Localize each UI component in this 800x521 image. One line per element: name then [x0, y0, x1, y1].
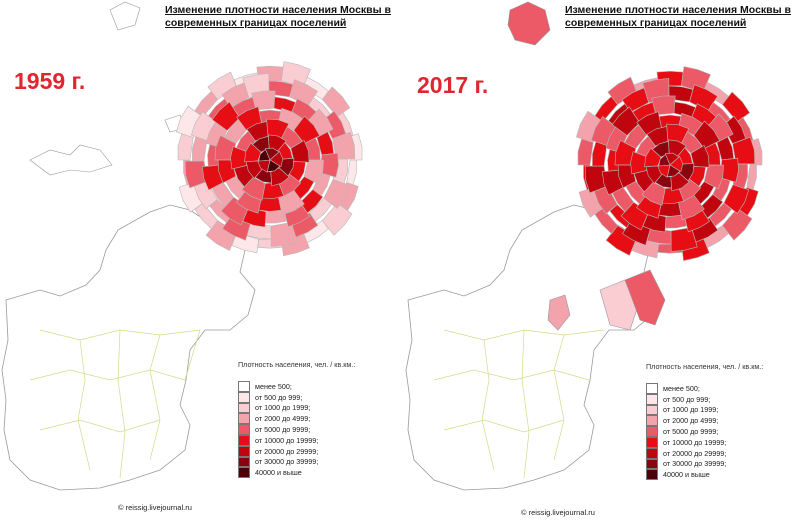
legend-label: от 500 до 999; — [255, 392, 303, 402]
legend-swatch — [646, 436, 658, 448]
district-area — [251, 90, 276, 111]
district-area — [667, 164, 681, 177]
legend-label: от 2000 до 4999; — [663, 416, 719, 426]
legend-swatch — [646, 426, 658, 437]
moscow-city-districts — [176, 61, 363, 257]
legend-swatch — [238, 467, 250, 479]
legend-title: Плотность населения, чел. / кв.км.: — [238, 360, 356, 369]
legend-label: от 10000 до 19999; — [255, 435, 319, 445]
legend-item: менее 500; — [646, 383, 800, 394]
legend-label: от 2000 до 4999; — [255, 414, 311, 424]
district-area — [670, 172, 690, 192]
district-area — [293, 176, 315, 200]
legend-swatch — [238, 434, 250, 446]
year-label: 1959 г. — [14, 68, 86, 94]
density-map-2017 — [405, 1, 763, 491]
new-moscow-outline — [1, 204, 256, 491]
legend-label: менее 500; — [663, 383, 700, 393]
district-area — [192, 136, 208, 162]
legend-label: от 1000 до 1999; — [663, 405, 719, 415]
legend-label: от 5000 до 9999; — [255, 425, 311, 435]
density-map-1959 — [1, 1, 363, 491]
legend-item: от 1000 до 1999; — [238, 402, 398, 414]
legend-swatch — [646, 469, 658, 481]
legend-swatch — [238, 413, 250, 425]
legend-swatch — [238, 381, 250, 392]
legend-swatch — [646, 393, 658, 405]
district-area — [578, 187, 604, 218]
legend-label: 40000 и выше — [663, 470, 710, 480]
legend-label: менее 500; — [255, 381, 292, 391]
legend-swatch — [238, 456, 250, 468]
legend-label: от 1000 до 1999; — [255, 403, 311, 413]
legend-label: от 30000 до 39999; — [255, 457, 319, 467]
settlement-boundaries — [29, 329, 201, 479]
legend-item: от 1000 до 1999; — [646, 404, 800, 416]
district-area — [178, 182, 204, 213]
legend-item: от 500 до 999; — [238, 391, 398, 403]
legend-label: от 20000 до 29999; — [255, 446, 319, 456]
legend-swatch — [238, 445, 250, 457]
legend-item: от 30000 до 39999; — [646, 458, 800, 470]
legend-label: 40000 и выше — [255, 468, 302, 478]
district-area — [722, 91, 751, 123]
legend-title: Плотность населения, чел. / кв.км.: — [646, 362, 764, 371]
district-area — [651, 95, 676, 116]
density-legend: Плотность населения, чел. / кв.км.: мене… — [646, 362, 800, 481]
legend-item: от 10000 до 19999; — [238, 434, 398, 446]
district-area — [607, 76, 638, 105]
district-area — [746, 164, 757, 191]
district-area — [207, 71, 238, 100]
legend-label: от 5000 до 9999; — [663, 427, 719, 437]
small-exclave-shapes — [29, 1, 186, 176]
legend-item: от 10000 до 19999; — [646, 436, 800, 448]
legend-label: от 20000 до 29999; — [663, 448, 727, 458]
legend-swatch — [646, 404, 658, 416]
legend-item: 40000 и выше — [646, 469, 800, 481]
legend-item: от 5000 до 9999; — [238, 424, 398, 435]
map-title: Изменение плотности населения Москвы в с… — [565, 4, 791, 29]
legend-label: от 10000 до 19999; — [663, 437, 727, 447]
map-panel-1959: Изменение плотности населения Москвы в с… — [1, 1, 398, 512]
legend-item: от 20000 до 29999; — [238, 445, 398, 457]
density-legend: Плотность населения, чел. / кв.км.: мене… — [238, 360, 398, 479]
legend-swatch — [646, 447, 658, 459]
district-area — [693, 181, 715, 205]
legend-swatch — [646, 458, 658, 470]
district-area — [267, 159, 281, 172]
legend-item: от 500 до 999; — [646, 393, 800, 405]
legend-label: от 30000 до 39999; — [663, 459, 727, 469]
credit-text[interactable]: © reissig.livejournal.ru — [118, 503, 192, 512]
legend-item: от 2000 до 4999; — [646, 415, 800, 427]
legend-swatch — [238, 424, 250, 435]
district-area — [346, 159, 357, 186]
legend-swatch — [646, 383, 658, 394]
legend-swatch — [646, 415, 658, 427]
district-area — [669, 156, 684, 173]
small-exclave-shapes — [507, 1, 666, 331]
district-area — [269, 151, 284, 168]
legend-item: от 2000 до 4999; — [238, 413, 398, 425]
moscow-city-districts — [576, 66, 763, 262]
legend-item: менее 500; — [238, 381, 398, 392]
year-label: 2017 г. — [417, 72, 489, 98]
legend-label: от 500 до 999; — [663, 394, 711, 404]
credit-text[interactable]: © reissig.livejournal.ru — [521, 508, 595, 517]
district-area — [322, 86, 351, 118]
map-title: Изменение плотности населения Москвы в с… — [165, 4, 391, 29]
district-area — [577, 138, 594, 166]
settlement-boundaries — [433, 329, 605, 479]
legend-item: от 20000 до 29999; — [646, 447, 800, 459]
map-panel-2017: Изменение плотности населения Москвы в с… — [400, 0, 800, 521]
district-area — [592, 141, 608, 167]
legend-item: от 5000 до 9999; — [646, 426, 800, 437]
legend-item: от 30000 до 39999; — [238, 456, 398, 468]
legend-swatch — [238, 402, 250, 414]
legend-item: 40000 и выше — [238, 467, 398, 479]
new-moscow-outline — [405, 204, 660, 491]
legend-swatch — [238, 391, 250, 403]
district-area — [177, 133, 194, 161]
district-area — [270, 167, 290, 187]
